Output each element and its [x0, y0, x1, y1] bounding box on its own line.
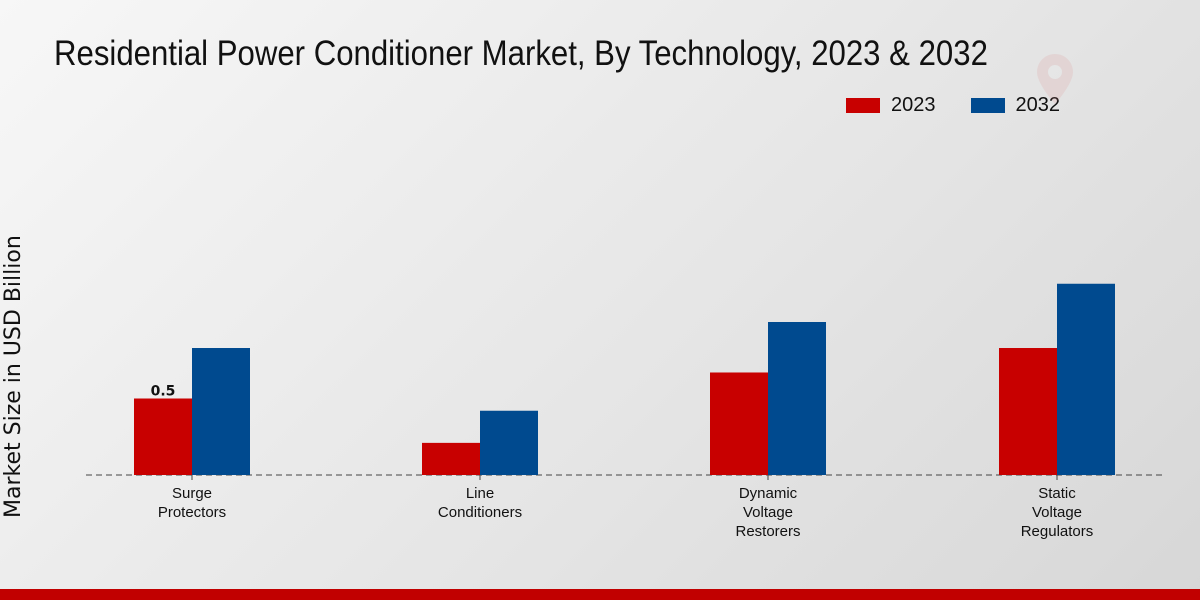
x-tick-label-line: Voltage [1032, 504, 1082, 521]
x-tick-label-0: Surge Protectors [158, 485, 226, 521]
bar-2023-1 [422, 442, 480, 475]
x-tick-label-line: Dynamic [739, 485, 798, 502]
bottom-accent-bar [0, 589, 1200, 600]
x-tick-label-2: Dynamic Voltage Restorers [735, 485, 800, 540]
x-tick-label-line: Surge [172, 485, 212, 502]
data-label-0: 0.5 [151, 384, 176, 400]
legend-swatch-2032 [970, 98, 1005, 113]
brand-watermark-icon [1037, 54, 1073, 104]
x-tick-label-line: Static [1038, 485, 1076, 502]
x-tick-label-line: Restorers [735, 523, 800, 540]
bar-2023-3 [999, 348, 1057, 475]
legend: 2023 2032 [846, 94, 1060, 117]
x-tick-label-line: Protectors [158, 504, 226, 521]
legend-swatch-2023 [846, 98, 880, 113]
legend-item-2023: 2023 [846, 94, 936, 117]
bar-2032-3 [1057, 283, 1115, 475]
x-tick-label-line: Conditioners [438, 504, 522, 521]
bar-2023-2 [710, 372, 768, 475]
x-tick-label-3: Static Voltage Regulators [1021, 485, 1094, 540]
legend-label-2023: 2023 [891, 94, 936, 116]
bar-2032-2 [768, 322, 826, 475]
legend-label-2032: 2032 [1015, 94, 1061, 116]
bar-2032-1 [480, 410, 538, 475]
x-tick-label-1: Line Conditioners [438, 485, 522, 521]
chart-title: Residential Power Conditioner Market, By… [54, 34, 988, 73]
x-tick-label-line: Regulators [1021, 523, 1094, 540]
bar-2032-0 [192, 348, 250, 475]
legend-item-2032: 2032 [970, 94, 1061, 117]
x-tick-label-line: Line [466, 485, 494, 502]
bar-2023-0 [134, 398, 192, 475]
x-tick-label-line: Voltage [743, 504, 793, 521]
